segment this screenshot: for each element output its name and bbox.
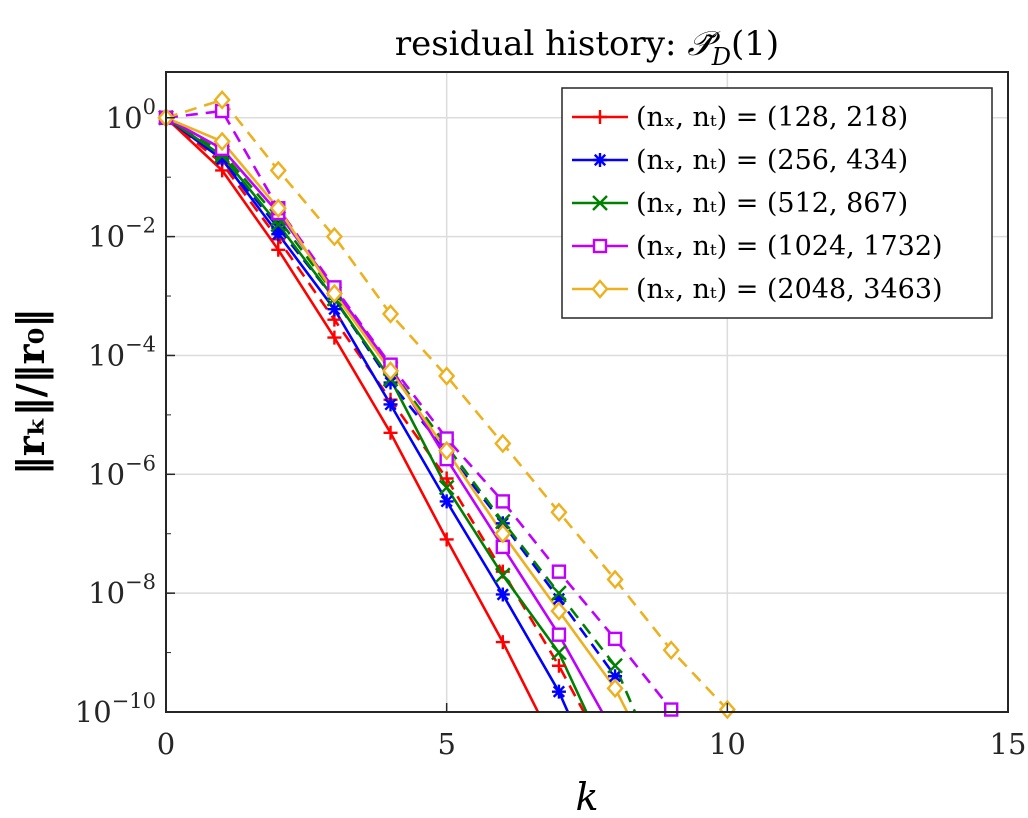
series-point-5 <box>494 513 511 530</box>
series-point-9 <box>325 226 343 247</box>
legend-marker <box>593 110 607 124</box>
x-tick-label: 15 <box>990 727 1027 761</box>
series-line-5 <box>166 116 637 712</box>
series-point-9 <box>494 433 512 454</box>
series-point-9 <box>381 304 400 324</box>
series-point-8 <box>269 198 287 219</box>
series-point-5 <box>607 657 623 674</box>
series-line-1 <box>166 116 586 712</box>
series-point-2 <box>439 494 454 509</box>
series-point-3 <box>608 669 623 684</box>
legend-marker <box>591 279 609 299</box>
axis-ticks: 0 5 10 15 100 10−2 10−4 10−6 10−8 10−10 <box>75 95 1027 761</box>
series-point-8 <box>606 678 624 699</box>
y-tick-label: 10−4 <box>88 332 156 372</box>
y-tick-label: 10−6 <box>88 451 156 491</box>
series-point-3 <box>271 220 286 235</box>
chart-title: residual history: 𝒫̃D(1) <box>395 24 779 71</box>
series-point-3 <box>383 375 398 390</box>
legend-label: (nₓ, nₜ) = (1024, 1732) <box>636 231 943 262</box>
legend-marker <box>593 153 607 167</box>
legend: (nₓ, nₜ) = (128, 218) (nₓ, nₜ) = (256, 43… <box>561 87 993 319</box>
series-line-4 <box>166 116 588 712</box>
series-point-0 <box>495 635 510 650</box>
series-line-0 <box>166 116 540 712</box>
series-point-2 <box>551 684 566 699</box>
series-point-9 <box>438 366 456 386</box>
series-point-5 <box>551 585 567 601</box>
series-point-9 <box>213 90 231 110</box>
series-point-6 <box>551 627 567 642</box>
legend-label: (nₓ, nₜ) = (256, 434) <box>636 145 908 176</box>
x-tick-label: 0 <box>157 727 175 761</box>
y-tick-label: 10−8 <box>88 570 156 610</box>
series-point-4 <box>494 567 511 584</box>
series-point-7 <box>664 702 679 717</box>
series-point-0 <box>439 532 454 547</box>
legend-label: (nₓ, nₜ) = (2048, 3463) <box>636 274 943 305</box>
y-axis-label: ‖rₖ‖/‖r₀‖ <box>8 309 53 475</box>
series-point-7 <box>607 631 623 647</box>
legend-box <box>561 87 993 319</box>
legend-label: (nₓ, nₜ) = (128, 218) <box>636 102 908 133</box>
series-point-1 <box>551 658 566 673</box>
series-point-8 <box>550 601 568 621</box>
series-point-9 <box>606 569 624 590</box>
series-line-9 <box>166 98 729 711</box>
series-point-8 <box>213 131 231 152</box>
legend-label: (nₓ, nₜ) = (512, 867) <box>636 188 908 219</box>
series-line-2 <box>166 116 570 712</box>
series-line-6 <box>166 116 604 712</box>
series-point-4 <box>551 644 567 661</box>
y-tick-label: 10−10 <box>75 689 156 729</box>
series-point-2 <box>495 587 510 602</box>
series-point-9 <box>269 160 287 181</box>
series-point-4 <box>438 479 455 496</box>
series-point-2 <box>383 397 398 412</box>
series-point-7 <box>495 494 510 509</box>
x-tick-label: 5 <box>437 727 455 761</box>
series-point-0 <box>383 425 398 440</box>
y-tick-label: 10−2 <box>88 214 156 254</box>
y-tick-label: 100 <box>106 95 156 135</box>
legend-marker <box>592 195 608 211</box>
series-point-2 <box>327 302 342 317</box>
series-point-7 <box>551 564 567 579</box>
series-line-7 <box>166 109 683 711</box>
legend-marker <box>592 238 608 254</box>
series-point-3 <box>551 591 566 606</box>
series-point-8 <box>325 283 343 304</box>
series-point-8 <box>438 440 456 461</box>
series-point-8 <box>494 523 512 544</box>
series-line-8 <box>166 116 629 712</box>
series-point-9 <box>662 640 680 660</box>
series-point-8 <box>381 361 400 381</box>
series-point-1 <box>439 471 454 486</box>
series-point-0 <box>327 330 342 345</box>
plot-frame <box>165 71 1009 713</box>
x-tick-label: 10 <box>709 727 746 761</box>
x-axis-label: k <box>575 775 598 818</box>
series-point-9 <box>550 502 568 523</box>
